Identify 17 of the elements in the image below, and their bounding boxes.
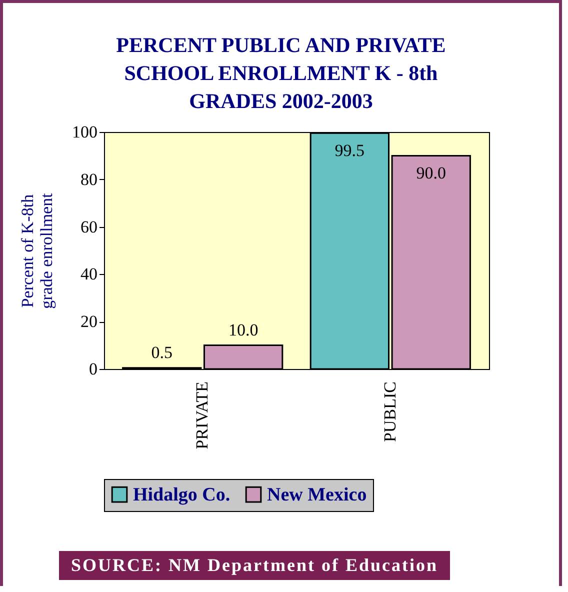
y-tick-label: 80: [80, 170, 98, 189]
y-tick-label: 20: [80, 312, 98, 332]
y-axis-title: Percent of K-8th grade enrollment: [18, 192, 56, 309]
y-tick-label: 100: [72, 122, 98, 142]
x-tick-label: PUBLIC: [380, 382, 400, 442]
legend-label: Hidalgo Co.: [133, 484, 230, 506]
y-tick-label: 0: [89, 360, 98, 378]
y-tick-label: 40: [80, 264, 98, 284]
x-tick-label: PRIVATE: [192, 382, 212, 450]
data-label: 90.0: [416, 164, 446, 183]
chart-title: PERCENT PUBLIC AND PRIVATE SCHOOL ENROLLMENT K - 8th GRADES 2002-2003: [115, 32, 447, 115]
data-label: 0.5: [151, 342, 172, 362]
y-tick-label: 60: [80, 217, 98, 236]
data-label: 99.5: [334, 141, 365, 160]
source-note: SOURCE: NM Department of Education: [59, 551, 450, 580]
data-label: 10.0: [228, 320, 258, 340]
legend-label: New Mexico: [267, 484, 367, 506]
